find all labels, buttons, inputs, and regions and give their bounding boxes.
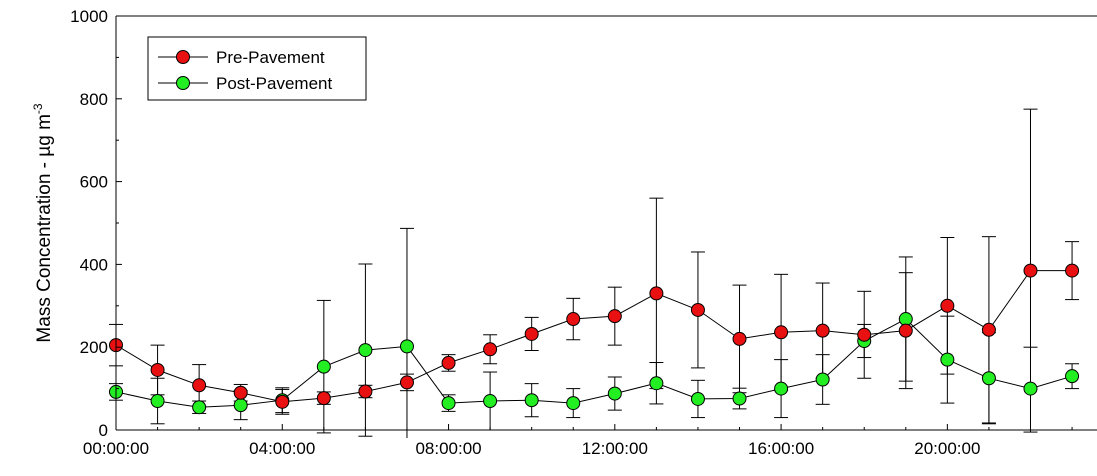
data-point-post xyxy=(192,400,207,415)
data-point-pre xyxy=(358,384,373,399)
data-point-pre xyxy=(981,322,996,337)
data-point-post xyxy=(483,394,498,409)
y-tick-label: 200 xyxy=(80,338,108,357)
data-point-post xyxy=(441,396,456,411)
data-point-post xyxy=(524,393,539,408)
data-point-pre xyxy=(150,362,165,377)
series-line-pre xyxy=(115,270,1073,403)
data-point-pre xyxy=(857,327,872,342)
error-bars xyxy=(109,108,1080,438)
data-point-post xyxy=(940,352,955,367)
data-point-pre xyxy=(1023,263,1038,278)
data-point-pre xyxy=(607,309,622,324)
data-point-pre xyxy=(898,323,913,338)
data-point-pre xyxy=(192,378,207,393)
data-point-pre xyxy=(316,391,331,406)
legend-label-pre: Pre-Pavement xyxy=(216,48,325,67)
data-point-post xyxy=(316,359,331,374)
legend-marker-post xyxy=(176,76,190,90)
data-point-post xyxy=(815,372,830,387)
y-tick-label: 400 xyxy=(80,255,108,274)
tick-labels: 0 200 400 600 800 1000 00:00:00 04:00:00 08:00:0… xyxy=(70,7,980,458)
data-point-post xyxy=(981,371,996,386)
svg-text:Mass Concentration - µg m-3: Mass Concentration - µg m-3 xyxy=(31,103,55,342)
data-point-post xyxy=(233,398,248,413)
data-point-pre xyxy=(815,323,830,338)
data-point-post xyxy=(358,343,373,358)
data-point-pre xyxy=(483,342,498,357)
data-point-pre xyxy=(524,326,539,341)
data-point-pre xyxy=(399,375,414,390)
x-tick-label: 20:00:00 xyxy=(914,439,980,458)
data-point-post xyxy=(1023,381,1038,396)
error-bar-post xyxy=(399,227,414,438)
series-lines xyxy=(115,270,1073,408)
legend-marker-pre xyxy=(176,50,190,64)
data-point-pre xyxy=(275,394,290,409)
legend-entry-post: Post-Pavement xyxy=(158,74,332,93)
y-axis-title-superscript: -3 xyxy=(31,103,45,114)
data-point-post xyxy=(732,391,747,406)
data-point-post xyxy=(649,376,664,391)
y-tick-label: 600 xyxy=(80,173,108,192)
data-point-pre xyxy=(690,302,705,317)
x-tick-label: 16:00:00 xyxy=(748,439,814,458)
y-tick-label: 800 xyxy=(80,90,108,109)
x-tick-label: 04:00:00 xyxy=(249,439,315,458)
data-point-pre xyxy=(649,286,664,301)
x-tick-label: 12:00:00 xyxy=(582,439,648,458)
data-point-pre xyxy=(732,331,747,346)
x-tick-label: 00:00:00 xyxy=(83,439,149,458)
data-point-pre xyxy=(441,355,456,370)
data-point-post xyxy=(150,394,165,409)
data-point-post xyxy=(898,312,913,327)
data-point-pre xyxy=(774,325,789,340)
legend-label-post: Post-Pavement xyxy=(216,74,332,93)
y-tick-label: 1000 xyxy=(70,7,108,26)
series-line-post xyxy=(115,318,1073,408)
data-point-post xyxy=(607,386,622,401)
x-tick-label: 08:00:00 xyxy=(415,439,481,458)
legend: Pre-Pavement Post-Pavement xyxy=(147,36,367,101)
data-point-post xyxy=(774,381,789,396)
y-tick-label: 0 xyxy=(99,421,108,440)
legend-entry-pre: Pre-Pavement xyxy=(158,48,325,67)
data-point-post xyxy=(566,396,581,411)
data-point-pre xyxy=(1065,263,1080,278)
y-axis-title: Mass Concentration - µg m-3 xyxy=(31,103,55,342)
data-point-post xyxy=(690,391,705,406)
y-axis-title-text: Mass Concentration - µg m xyxy=(34,114,55,342)
data-point-pre xyxy=(233,385,248,400)
data-point-pre xyxy=(566,312,581,327)
series-markers xyxy=(109,263,1080,415)
data-point-pre xyxy=(940,298,955,313)
data-point-post xyxy=(399,339,414,354)
data-point-post xyxy=(1065,369,1080,384)
axes xyxy=(115,15,1097,431)
